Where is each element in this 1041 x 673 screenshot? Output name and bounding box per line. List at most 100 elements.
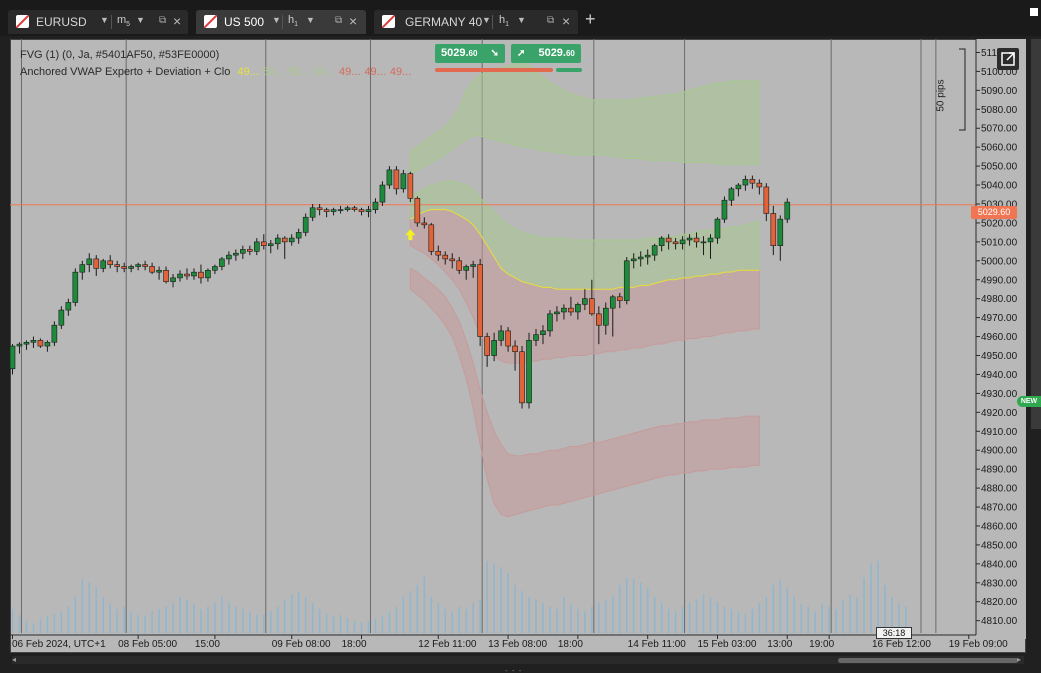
candle-bull (30, 340, 37, 343)
candle-bull (372, 201, 379, 210)
candle-bear (260, 241, 267, 246)
indicator-name: Anchored VWAP Experto + Deviation + Clo (20, 66, 231, 78)
candle-bull (609, 296, 616, 309)
popout-icon[interactable]: ⧉ (335, 15, 343, 26)
price-tick-label: 5070.00 (981, 124, 1018, 135)
tab-us500[interactable]: US 500 ▼ h1 ▼ ⧉ × (196, 10, 366, 34)
new-badge[interactable]: NEW (1017, 396, 1041, 407)
chevron-down-icon[interactable]: ▼ (482, 15, 491, 25)
candle-bear (616, 296, 623, 301)
horizontal-scrollbar[interactable] (12, 656, 1024, 664)
tab-symbol: EURUSD (36, 15, 87, 29)
candle-bull (288, 237, 295, 243)
popout-icon[interactable]: ⧉ (547, 15, 555, 26)
indicator-legend-vwap[interactable]: Anchored VWAP Experto + Deviation + Clo … (20, 66, 411, 78)
price-tick-label: 4930.00 (981, 389, 1018, 400)
candle-bull (51, 324, 58, 343)
close-icon[interactable]: × (562, 13, 571, 29)
time-tick-label: 12 Feb 11:00 (418, 639, 477, 650)
candle-bull (575, 304, 581, 313)
candle-bear (477, 264, 483, 337)
indicator-value: 50... (288, 66, 310, 78)
candle-bull (644, 254, 651, 258)
chevron-down-icon[interactable]: ▼ (272, 15, 281, 25)
candle-bull (561, 307, 567, 313)
plus-icon[interactable]: + (585, 9, 596, 29)
candle-bull (16, 343, 23, 347)
candle-bull (630, 258, 637, 262)
sell-button[interactable]: 5029.60 ➘ (435, 44, 505, 63)
candle-bull (254, 241, 260, 252)
candle-bear (37, 340, 44, 347)
timeframe-selector[interactable]: h1 (288, 14, 299, 29)
timeframe-selector[interactable]: h1 (499, 14, 510, 29)
candle-bear (456, 260, 463, 271)
tab-separator (492, 15, 493, 29)
pips-scale: 50 pips (936, 48, 966, 131)
pips-label: 50 pips (935, 79, 947, 112)
candle-bear (351, 207, 358, 210)
candle-bear (672, 241, 679, 245)
anchor-arrow-icon (405, 229, 416, 241)
candle-bull (79, 264, 86, 273)
chevron-down-icon[interactable]: ▼ (136, 15, 145, 25)
candle-bear (121, 266, 127, 269)
timeframe-selector[interactable]: m5 (117, 14, 131, 29)
candle-bear (435, 251, 442, 256)
candle-bull (337, 209, 344, 211)
candle-bull (23, 341, 30, 345)
popout-icon[interactable]: ⧉ (159, 15, 167, 26)
indicator-value: 49... (364, 66, 386, 78)
price-tick-label: 5050.00 (981, 162, 1018, 173)
candle-bear (756, 182, 763, 188)
resize-grip[interactable]: - - - (505, 666, 523, 673)
candle-bull (491, 340, 497, 356)
close-icon[interactable]: × (349, 13, 358, 29)
candle-bear (316, 207, 323, 210)
indicator-values: 49... 50... 50... 50... 49... 49... 49... (233, 66, 411, 78)
scroll-left-icon[interactable]: ◂ (12, 655, 17, 664)
time-tick-label: 09 Feb 08:00 (272, 639, 331, 650)
indicator-legend-fvg[interactable]: FVG (1) (0, Ja, #5401AF50, #53FE0000) (20, 49, 220, 61)
candle-bear (763, 186, 770, 214)
window-edge-marker (1030, 8, 1038, 16)
detach-window-icon[interactable] (997, 48, 1019, 70)
chevron-down-icon[interactable]: ▼ (517, 15, 526, 25)
candle-bear (428, 224, 435, 252)
candle-bull (386, 169, 393, 186)
arrow-down-right-icon: ➘ (490, 48, 499, 59)
tab-eurusd[interactable]: EURUSD ▼ m5 ▼ ⧉ × (8, 10, 188, 34)
buy-button[interactable]: ➚ 5029.60 (511, 44, 581, 63)
candle-bear (149, 266, 155, 273)
candle-bull (205, 269, 211, 279)
price-tick-label: 4890.00 (981, 465, 1018, 476)
indicator-value: 49... (389, 66, 412, 78)
time-tick-label: 15:00 (195, 639, 220, 650)
indicator-value: 49... (237, 66, 259, 78)
scroll-right-icon[interactable]: ▸ (1017, 655, 1022, 664)
candle-bear (163, 269, 169, 282)
candle-bull (274, 237, 281, 245)
chevron-down-icon[interactable]: ▼ (100, 15, 109, 25)
price-tick-label: 4810.00 (981, 616, 1018, 627)
time-tick-label: 18:00 (342, 639, 367, 650)
price-tick-label: 4970.00 (981, 313, 1018, 324)
candle-bear (665, 237, 672, 243)
scrollbar-thumb[interactable] (838, 658, 1018, 663)
time-tick-label: 19 Feb 09:00 (949, 639, 1008, 650)
price-tick-label: 4960.00 (981, 332, 1018, 343)
price-chart[interactable]: 5110.005100.005090.005080.005070.005060.… (10, 39, 1026, 653)
candle-bear (358, 209, 365, 212)
side-panel-edge[interactable] (1031, 39, 1041, 429)
price-tick-label: 5040.00 (981, 181, 1018, 192)
sell-sentiment-bar (435, 68, 553, 72)
price-tick-label: 5020.00 (981, 218, 1018, 229)
lower-deviation-band-outer (409, 267, 760, 518)
chevron-down-icon[interactable]: ▼ (306, 15, 315, 25)
close-icon[interactable]: × (173, 13, 182, 29)
candle-bull (742, 179, 749, 186)
time-tick-label: 08 Feb 05:00 (118, 639, 177, 650)
flag-icon (16, 15, 29, 28)
candle-bear (323, 209, 330, 212)
tab-germany40[interactable]: GERMANY 40 ▼ h1 ▼ ⧉ × (374, 10, 578, 34)
